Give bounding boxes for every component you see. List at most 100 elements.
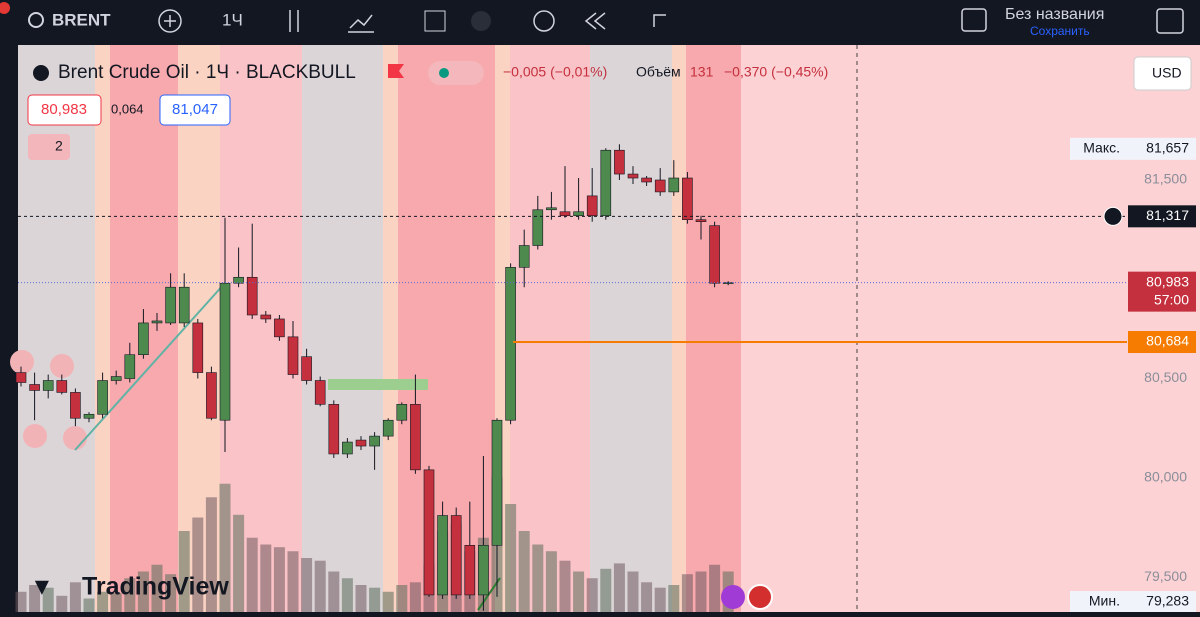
session <box>18 45 95 612</box>
candle-body <box>301 356 312 381</box>
volume-bar <box>369 587 381 612</box>
candles-layer <box>15 144 734 611</box>
event-flag[interactable] <box>747 584 773 610</box>
volume-bar <box>518 531 530 612</box>
volume-bar <box>505 504 517 612</box>
layout-name[interactable]: Без названия <box>1005 6 1104 23</box>
save-label[interactable]: Сохранить <box>1030 24 1090 38</box>
spread: 0,064 <box>111 101 144 116</box>
candle-body <box>614 149 625 175</box>
replay-icon[interactable] <box>584 12 606 30</box>
price-label-box <box>1128 137 1196 160</box>
marker <box>63 426 87 450</box>
candle-body <box>641 177 652 183</box>
candle-body <box>478 544 489 596</box>
symbol[interactable]: BRENT <box>52 10 111 29</box>
session <box>220 45 302 612</box>
candle-body <box>56 380 68 393</box>
volume-bar <box>246 537 258 612</box>
candle-body <box>206 372 217 419</box>
volume-bar <box>151 564 163 612</box>
price-label-box <box>1128 331 1196 353</box>
rectangle-drawing[interactable] <box>328 379 428 390</box>
notification-dot <box>0 2 10 14</box>
volume-bar <box>532 544 544 612</box>
currency-button[interactable] <box>1133 56 1192 91</box>
event-icon[interactable] <box>721 585 745 609</box>
price-label-box <box>1128 591 1196 613</box>
session <box>95 45 110 612</box>
volume-bar <box>573 571 585 612</box>
y-tick-label: 81,500 <box>1144 171 1187 187</box>
status-pill[interactable] <box>428 61 484 85</box>
candle-body <box>491 419 503 546</box>
candle-body <box>369 435 380 447</box>
volume-bar <box>83 598 95 612</box>
candle-body <box>287 336 299 375</box>
trendline[interactable] <box>477 577 501 611</box>
menu-icon[interactable] <box>1156 8 1184 34</box>
candle-body <box>450 515 462 596</box>
candle-body <box>654 179 666 193</box>
candle-body <box>355 439 367 447</box>
candle-body <box>83 413 95 419</box>
volume-bar <box>314 560 326 612</box>
marker <box>10 350 34 374</box>
indicators-toggle[interactable] <box>28 134 70 160</box>
indicators-icon[interactable] <box>348 14 374 33</box>
volume-value: 131 <box>690 64 714 80</box>
price-label: 80,684 <box>1146 333 1189 349</box>
candle-body <box>410 404 421 471</box>
candle-body <box>178 286 190 324</box>
price-label: 81,317 <box>1146 207 1189 223</box>
candle-body <box>260 314 272 320</box>
volume-bar <box>205 497 217 612</box>
bid-box[interactable] <box>27 94 102 126</box>
s-icon[interactable] <box>471 11 491 31</box>
candle-body <box>600 149 612 217</box>
volume-bar <box>260 544 272 612</box>
flag-icon[interactable] <box>388 64 404 78</box>
volume-bar <box>56 595 68 612</box>
checkbox[interactable] <box>961 8 987 32</box>
volume-bar <box>695 571 707 612</box>
ask[interactable]: 81,047 <box>172 101 218 118</box>
y-tick-label: 80,000 <box>1144 468 1187 484</box>
indicators-count[interactable]: 2 <box>55 138 63 154</box>
left-panel <box>0 45 18 612</box>
volume-bar <box>382 591 394 612</box>
candle-type[interactable] <box>289 10 299 32</box>
price-name: Макс. <box>1083 140 1120 156</box>
candle-body <box>546 207 557 211</box>
candle-body <box>151 320 163 324</box>
undo-icon[interactable] <box>653 14 666 27</box>
session <box>590 45 672 612</box>
interval[interactable]: 1Ч <box>222 10 243 29</box>
layouts-icon[interactable] <box>424 10 446 32</box>
y-tick-label: 79,500 <box>1144 568 1187 584</box>
candle-body <box>124 354 136 379</box>
candle-body <box>505 267 516 421</box>
volume-bar <box>42 587 54 612</box>
ask-box[interactable] <box>159 94 231 126</box>
candle-body <box>668 177 680 193</box>
y-tick-label: 80,500 <box>1144 369 1187 385</box>
currency[interactable]: USD <box>1152 65 1182 81</box>
trendline[interactable] <box>74 282 226 451</box>
volume-bar <box>273 547 285 612</box>
candle-body <box>682 177 693 221</box>
candle-body <box>328 404 340 455</box>
add-symbol[interactable] <box>158 9 182 33</box>
marker <box>50 354 74 378</box>
search-icon[interactable] <box>28 12 44 28</box>
axis-layer: 81,500 80,500 80,000 79,500 81,657 Макс. 81,31… <box>1070 137 1196 613</box>
bid[interactable]: 80,983 <box>41 101 87 118</box>
watermark-text: TradingView <box>82 573 229 601</box>
volume-bar <box>137 571 149 612</box>
candle-body <box>233 276 244 284</box>
alert-icon[interactable] <box>533 10 555 32</box>
price-name-box <box>1070 137 1128 160</box>
price-label: 81,657 <box>1146 140 1189 156</box>
